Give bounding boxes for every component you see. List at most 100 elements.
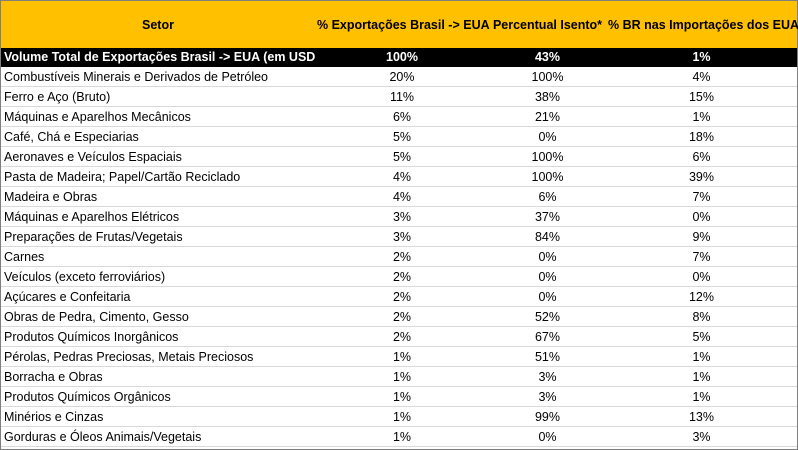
cell-br-share: 12% [606,286,797,307]
cell-br-share: 0% [606,206,797,227]
cell-br-share: 39% [606,166,797,187]
cell-exempt-pct: 38% [489,86,606,107]
cell-sector: Veículos (exceto ferroviários) [1,266,315,287]
cell-br-share: 7% [606,186,797,207]
table-row: Produtos Químicos Orgânicos 1% 3% 1% [1,386,797,407]
table-row: Açúcares e Confeitaria 2% 0% 12% [1,286,797,307]
table-row: Minérios e Cinzas 1% 99% 13% [1,406,797,427]
cell-exports-pct: 6% [315,106,489,127]
header-br-share: % BR nas Importações dos EUA [606,1,798,48]
cell-exempt-pct: 0% [489,426,606,447]
cell-sector: Preparações de Frutas/Vegetais [1,226,315,247]
cell-exempt-pct: 51% [489,346,606,367]
table-row: Borracha e Obras 1% 3% 1% [1,366,797,387]
cell-br-share: 1% [606,346,797,367]
table-row: Máquinas e Aparelhos Elétricos 3% 37% 0% [1,206,797,227]
cell-br-share: 9% [606,226,797,247]
cell-sector: Pérolas, Pedras Preciosas, Metais Precio… [1,346,315,367]
cell-exports-pct: 5% [315,146,489,167]
cell-br-share: 1% [606,366,797,387]
cell-exempt-pct: 0% [489,286,606,307]
total-share: 1% [606,48,797,67]
cell-exempt-pct: 6% [489,186,606,207]
cell-exports-pct: 1% [315,366,489,387]
cell-exempt-pct: 100% [489,146,606,167]
cell-sector: Obras de Pedra, Cimento, Gesso [1,306,315,327]
cell-exempt-pct: 37% [489,206,606,227]
total-exempt: 43% [489,48,606,67]
cell-sector: Carnes [1,246,315,267]
header-row: Setor % Exportações Brasil -> EUA Percen… [1,1,798,48]
cell-br-share: 5% [606,326,797,347]
table-row: Café, Chá e Especiarias 5% 0% 18% [1,126,797,147]
table-row: Pérolas, Pedras Preciosas, Metais Precio… [1,346,797,367]
cell-exempt-pct: 67% [489,326,606,347]
cell-exports-pct: 1% [315,426,489,447]
cell-exports-pct: 5% [315,126,489,147]
cell-sector: Ferro e Aço (Bruto) [1,86,315,107]
cell-exports-pct: 11% [315,86,489,107]
cell-br-share: 15% [606,86,797,107]
cell-br-share: 1% [606,386,797,407]
table-row: Preparações de Frutas/Vegetais 3% 84% 9% [1,226,797,247]
cell-exports-pct: 1% [315,406,489,427]
cell-sector: Café, Chá e Especiarias [1,126,315,147]
table-row: Obras de Pedra, Cimento, Gesso 2% 52% 8% [1,306,797,327]
cell-exempt-pct: 3% [489,366,606,387]
header-exports-pct: % Exportações Brasil -> EUA [315,1,490,48]
table-row: Aeronaves e Veículos Espaciais 5% 100% 6% [1,146,797,167]
cell-exempt-pct: 84% [489,226,606,247]
cell-exports-pct: 2% [315,306,489,327]
cell-exports-pct: 20% [315,66,489,87]
cell-sector: Borracha e Obras [1,366,315,387]
cell-br-share: 0% [606,266,797,287]
table-row: Pasta de Madeira; Papel/Cartão Reciclado… [1,166,797,187]
cell-sector: Produtos Químicos Orgânicos [1,386,315,407]
cell-sector: Gorduras e Óleos Animais/Vegetais [1,426,315,447]
cell-br-share: 1% [606,106,797,127]
cell-exports-pct: 1% [315,386,489,407]
cell-exports-pct: 2% [315,326,489,347]
cell-exempt-pct: 21% [489,106,606,127]
cell-exports-pct: 2% [315,246,489,267]
cell-exempt-pct: 100% [489,166,606,187]
cell-exports-pct: 4% [315,166,489,187]
total-exports: 100% [315,48,489,67]
cell-sector: Minérios e Cinzas [1,406,315,427]
header-exempt-pct: Percentual Isento* [489,1,606,48]
cell-sector: Açúcares e Confeitaria [1,286,315,307]
cell-br-share: 18% [606,126,797,147]
cell-sector: Máquinas e Aparelhos Elétricos [1,206,315,227]
table-row: Veículos (exceto ferroviários) 2% 0% 0% [1,266,797,287]
table-row: Produtos Químicos Inorgânicos 2% 67% 5% [1,326,797,347]
cell-exports-pct: 3% [315,226,489,247]
table-row: Carnes 2% 0% 7% [1,246,797,267]
cell-br-share: 8% [606,306,797,327]
table-row: Combustíveis Minerais e Derivados de Pet… [1,66,797,87]
cell-br-share: 13% [606,406,797,427]
cell-br-share: 4% [606,66,797,87]
cell-exempt-pct: 0% [489,246,606,267]
cell-exempt-pct: 100% [489,66,606,87]
cell-exempt-pct: 3% [489,386,606,407]
header-sector: Setor [1,1,315,48]
cell-sector: Máquinas e Aparelhos Mecânicos [1,106,315,127]
cell-exempt-pct: 0% [489,126,606,147]
cell-exports-pct: 2% [315,286,489,307]
cell-sector: Aeronaves e Veículos Espaciais [1,146,315,167]
total-row: Volume Total de Exportações Brasil -> EU… [1,48,797,67]
total-label: Volume Total de Exportações Brasil -> EU… [1,48,315,67]
cell-br-share: 6% [606,146,797,167]
cell-sector: Combustíveis Minerais e Derivados de Pet… [1,66,315,87]
cell-exempt-pct: 99% [489,406,606,427]
cell-br-share: 3% [606,426,797,447]
cell-sector: Pasta de Madeira; Papel/Cartão Reciclado [1,166,315,187]
cell-exports-pct: 3% [315,206,489,227]
cell-sector: Madeira e Obras [1,186,315,207]
table-row: Madeira e Obras 4% 6% 7% [1,186,797,207]
table-row: Ferro e Aço (Bruto) 11% 38% 15% [1,86,797,107]
table-row: Máquinas e Aparelhos Mecânicos 6% 21% 1% [1,106,797,127]
cell-exports-pct: 4% [315,186,489,207]
